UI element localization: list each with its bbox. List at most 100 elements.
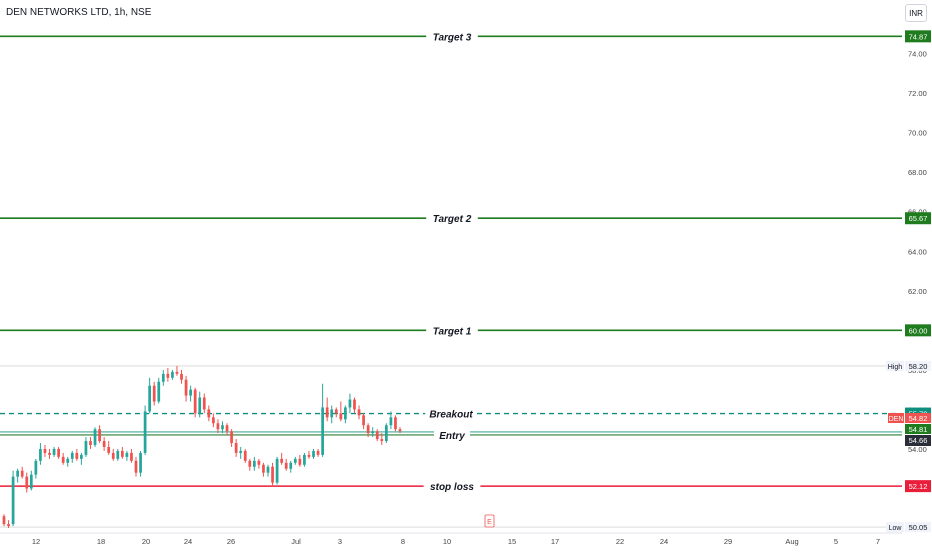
candle-body xyxy=(189,389,192,396)
high-value: 58.20 xyxy=(909,362,928,371)
candle-body xyxy=(161,373,165,382)
candle-body xyxy=(34,460,38,475)
ticker-title: DEN NETWORKS LTD, 1h, NSE xyxy=(4,6,154,19)
earnings-marker-label: E xyxy=(487,519,492,526)
candle-body xyxy=(171,371,174,378)
price-tick-label: 66.00 xyxy=(908,208,927,217)
symbol-tag: DEN xyxy=(889,416,904,423)
candle-body xyxy=(375,431,379,440)
time-tick-label: 24 xyxy=(184,537,192,546)
price-tick-label: 72.00 xyxy=(908,89,927,98)
candle-body xyxy=(248,460,252,467)
candle-body xyxy=(344,407,347,420)
candle-body xyxy=(348,399,352,408)
candle-body xyxy=(2,516,6,525)
price-tick-label: 62.00 xyxy=(908,287,927,296)
candle-body xyxy=(303,454,306,465)
candle-body xyxy=(184,379,188,396)
candle-body xyxy=(89,441,92,446)
time-tick-label: 5 xyxy=(834,537,838,546)
candle-body xyxy=(330,409,334,418)
level-label: Target 3 xyxy=(433,32,472,43)
level-label: stop loss xyxy=(430,482,474,493)
candle-body xyxy=(20,470,24,477)
extra-tag: 54.81 xyxy=(909,425,928,434)
time-tick-label: 26 xyxy=(227,537,235,546)
candle-body xyxy=(234,443,238,453)
time-tick-label: 17 xyxy=(551,537,559,546)
time-tick-label: 22 xyxy=(616,537,624,546)
candle-body xyxy=(148,385,152,412)
candle-body xyxy=(239,450,243,453)
time-tick-label: 20 xyxy=(142,537,150,546)
candle-body xyxy=(384,425,388,442)
candle-body xyxy=(139,452,142,473)
candle-body xyxy=(266,466,270,473)
price-tag-text: 65.67 xyxy=(909,214,928,223)
candle-body xyxy=(339,413,343,420)
candle-body xyxy=(93,429,97,446)
candle-body xyxy=(120,450,124,457)
price-tag xyxy=(905,480,931,493)
extra-tag: 54.66 xyxy=(909,436,928,445)
currency-button[interactable]: INR xyxy=(905,4,927,22)
candle-body xyxy=(116,450,120,459)
candle-body xyxy=(166,373,170,378)
earnings-marker[interactable] xyxy=(484,514,495,528)
low-value: 50.05 xyxy=(909,523,928,532)
candle-body xyxy=(366,425,370,434)
price-tag xyxy=(905,324,931,337)
candle-body xyxy=(16,470,20,477)
candle-body xyxy=(380,439,384,442)
level-label-bg xyxy=(423,479,481,493)
candle-body xyxy=(98,429,101,442)
candle-body xyxy=(257,460,261,465)
time-tick-label: 8 xyxy=(401,537,405,546)
candle-body xyxy=(70,452,74,459)
candle-body xyxy=(334,409,338,414)
time-tick-label: 7 xyxy=(876,537,880,546)
candle-body xyxy=(243,450,247,461)
candle-body xyxy=(207,409,211,418)
candle-body xyxy=(130,452,133,461)
time-tick-label: 3 xyxy=(338,537,342,546)
candle-body xyxy=(52,448,56,455)
candle-body xyxy=(280,458,284,463)
candle-body xyxy=(152,385,156,402)
candle-body xyxy=(7,524,10,527)
candle-body xyxy=(216,423,220,430)
time-tick-label: 24 xyxy=(660,537,668,546)
price-tick-label: 74.00 xyxy=(908,50,927,59)
candle-body xyxy=(107,446,111,453)
candle-body xyxy=(357,409,361,416)
level-label-bg xyxy=(426,211,478,225)
candle-body xyxy=(125,452,129,457)
candle-body xyxy=(193,389,197,414)
price-tick-label: 70.00 xyxy=(908,129,927,138)
level-label-bg xyxy=(426,29,478,43)
time-tick-label: Jul xyxy=(291,537,301,546)
high-value-bg xyxy=(905,360,931,371)
candle-body xyxy=(230,431,233,444)
candle-body xyxy=(284,462,288,469)
candle-body xyxy=(312,450,315,457)
candle-body xyxy=(48,452,51,455)
low-value-bg xyxy=(905,522,931,533)
candle-body xyxy=(212,417,215,424)
candle-body xyxy=(84,441,88,455)
level-label-bg xyxy=(426,323,478,337)
time-tick-label: 10 xyxy=(443,537,451,546)
candle-body xyxy=(75,452,79,459)
last-price-bg xyxy=(905,413,931,423)
time-tick-label: 12 xyxy=(32,537,40,546)
high-tag-bg xyxy=(886,360,904,371)
high-tag-label: High xyxy=(888,364,903,371)
candle-body xyxy=(389,417,393,426)
time-tick-label: Aug xyxy=(785,537,798,546)
candle-body xyxy=(321,407,324,455)
level-label-bg xyxy=(425,406,477,420)
candle-body xyxy=(39,448,42,461)
symbol-tag-bg xyxy=(888,413,904,423)
candle-body xyxy=(102,441,106,447)
